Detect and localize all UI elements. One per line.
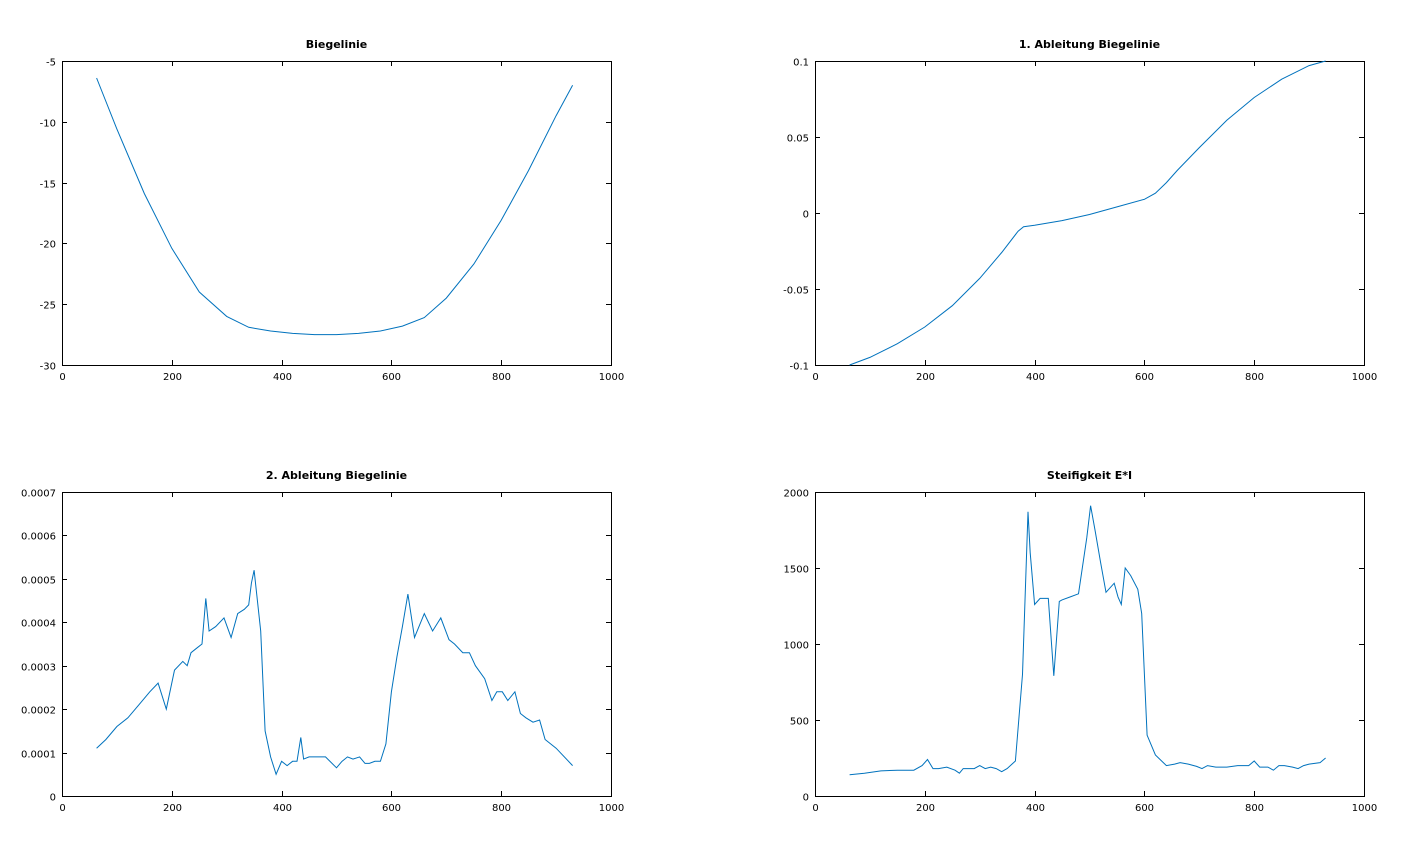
x-tick-label: 1000 [599,372,624,383]
y-tick-label: 0 [803,210,809,221]
y-tick-label: 1500 [784,565,809,576]
y-tick-label: 0.0007 [21,489,56,500]
y-tick-label: 2000 [784,489,809,500]
x-tick-label: 0 [812,372,818,383]
y-tick-label: -10 [40,119,56,130]
x-tick-label: 400 [1026,372,1045,383]
x-tick-label: 600 [382,803,401,814]
y-tick-label: -15 [40,180,56,191]
y-tick-label: 0 [50,793,56,804]
chart-1: Biegelinie 0 200 400 600 800 1000 -30 -25 -20 -15 -… [40,38,625,383]
plot-frame [62,492,612,797]
chart-title: Biegelinie [306,38,368,51]
x-tick-label: 400 [273,372,292,383]
x-tick-label: 1000 [1352,803,1377,814]
y-tick-label: 0.0002 [21,706,56,717]
y-tick-label: -20 [40,240,56,251]
y-tick-label: 0.0005 [21,576,56,587]
x-tick-label: 0 [59,803,65,814]
x-tick-label: 800 [492,372,511,383]
x-tick-label: 0 [59,372,65,383]
x-tick-label: 800 [1245,372,1264,383]
x-tick-label: 200 [916,372,935,383]
chart-2: 1. Ableitung Biegelinie 0 200 400 600 800 1000… [783,38,1377,383]
series-line [849,505,1326,776]
chart-title: 1. Ableitung Biegelinie [1019,38,1160,51]
x-tick-label: 600 [1135,372,1154,383]
y-tick-label: 0 [803,793,809,804]
x-tick-label: 800 [1245,803,1264,814]
y-tick-label: -30 [40,362,56,373]
series-line [96,77,574,336]
series-line [849,60,1326,366]
x-tick-label: 600 [1135,803,1154,814]
x-tick-label: 400 [1026,803,1045,814]
plot-frame [815,61,1365,366]
chart-4: Steifigkeit E*I 0 200 400 600 800 1000 0 500 1000… [784,469,1378,814]
x-tick-label: 0 [812,803,818,814]
chart-3: 2. Ableitung Biegelinie 0 200 400 600 800 1000… [21,469,624,814]
x-tick-label: 1000 [1352,372,1377,383]
y-tick-label: 0.0004 [21,619,56,630]
x-tick-label: 200 [916,803,935,814]
chart-title: Steifigkeit E*I [1047,469,1132,482]
y-tick-label: 0.0003 [21,663,56,674]
chart-title: 2. Ableitung Biegelinie [266,469,407,482]
x-tick-label: 200 [163,372,182,383]
y-tick-label: -5 [46,58,56,69]
y-tick-label: 0.1 [793,58,809,69]
x-tick-label: 600 [382,372,401,383]
y-tick-label: 0.05 [787,134,809,145]
x-tick-label: 800 [492,803,511,814]
y-tick-label: 0.0001 [21,750,56,761]
y-tick-label: 0.0006 [21,532,56,543]
x-tick-label: 200 [163,803,182,814]
y-tick-label: 1000 [784,641,809,652]
x-tick-label: 400 [273,803,292,814]
y-tick-label: 500 [790,717,809,728]
x-tick-label: 1000 [599,803,624,814]
plot-frame [62,61,612,366]
series-line [96,570,573,776]
y-tick-label: -0.05 [783,286,809,297]
y-tick-label: -25 [40,301,56,312]
y-tick-label: -0.1 [789,362,809,373]
plot-frame [815,492,1365,797]
